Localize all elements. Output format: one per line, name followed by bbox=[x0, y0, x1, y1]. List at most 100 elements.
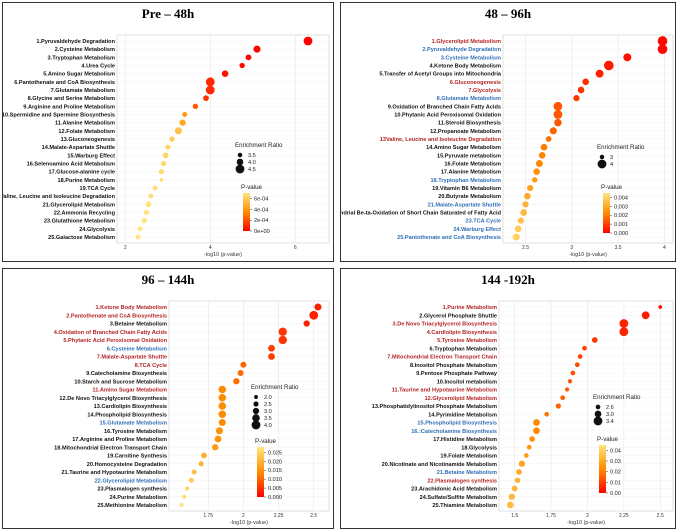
pathway-label: 10.Starch and Sucrose Metabolism bbox=[74, 379, 167, 385]
pathway-label: 20.Butyrate Metabolism bbox=[438, 194, 501, 200]
color-legend-bar bbox=[257, 447, 264, 497]
data-point bbox=[533, 168, 540, 175]
x-tick-label: 2 bbox=[124, 245, 127, 251]
color-legend-title: P-value bbox=[601, 184, 623, 191]
size-legend-dot bbox=[235, 164, 245, 174]
pathway-label: 20.Valine, Leucine and Isoleucine Degrad… bbox=[3, 194, 116, 200]
color-legend-label: 0.015 bbox=[268, 468, 282, 474]
x-tick-label: 2.5 bbox=[522, 245, 529, 251]
data-point bbox=[174, 127, 182, 135]
chart-title: 96 – 144h bbox=[141, 272, 195, 287]
color-legend-label: 0.020 bbox=[268, 459, 282, 465]
data-point bbox=[203, 95, 209, 102]
size-legend-dot bbox=[597, 159, 607, 169]
data-point bbox=[218, 385, 227, 394]
pathway-label: 11.Amino Sugar Metabolism bbox=[92, 388, 167, 394]
pathway-label: 15.Warburg Effect bbox=[67, 153, 115, 159]
pathway-label: 19.Carnitine Synthesis bbox=[107, 454, 167, 460]
pathway-label: 1.Pyruvaldehyde Degradation bbox=[36, 39, 115, 45]
data-point bbox=[253, 45, 261, 53]
pathway-label: 12.Glycerolipid Metabolism bbox=[425, 396, 497, 402]
data-point bbox=[582, 345, 587, 351]
x-tick-label: 2 bbox=[242, 513, 245, 519]
data-point bbox=[179, 119, 186, 126]
x-tick-label: 2.5 bbox=[310, 513, 317, 519]
color-legend-label: 0.003 bbox=[614, 204, 628, 210]
data-point bbox=[145, 201, 152, 208]
data-point bbox=[544, 411, 550, 417]
data-point bbox=[641, 311, 650, 320]
color-legend-label: 0.004 bbox=[614, 195, 628, 201]
color-legend-label: 0.000 bbox=[614, 231, 628, 237]
pathway-label: 24.Glycolysis bbox=[79, 227, 115, 233]
color-legend-label: 0.010 bbox=[268, 477, 282, 483]
data-point bbox=[567, 379, 573, 384]
x-tick-label: 1.75 bbox=[546, 513, 556, 519]
pathway-label: 5.Transfer of Acetyl Groups into Mitocho… bbox=[379, 72, 502, 78]
size-legend-label: 3.0 bbox=[606, 412, 614, 418]
chart-title: 144 -192h bbox=[481, 272, 535, 287]
pathway-label: 20.Nicotinate and Nicotinamide Metabolis… bbox=[382, 462, 497, 468]
data-point bbox=[514, 225, 522, 233]
chart-panel-48-96h: 48 – 96h 2.5 3 3.5 4 -log10 (p-value) 1.Glyce… bbox=[340, 2, 676, 262]
data-point bbox=[570, 370, 576, 376]
data-point bbox=[591, 337, 598, 343]
pathway-label: 22.Plasmalogen synthesis bbox=[427, 478, 497, 484]
data-point bbox=[657, 44, 668, 54]
color-legend-label: 0.01 bbox=[610, 480, 621, 486]
pathway-label: 12.Propanoate Metabolism bbox=[430, 129, 501, 135]
data-point bbox=[141, 217, 148, 224]
data-point bbox=[218, 410, 227, 419]
pathway-label: 6.Tryptophan Metabolism bbox=[430, 346, 497, 352]
pathway-label: 8.Glutamate Metabolism bbox=[437, 96, 501, 102]
x-tick-label: 2 bbox=[586, 513, 589, 519]
size-legend-title: Enrichment Ratio bbox=[251, 384, 299, 391]
size-legend-label: 2.6 bbox=[606, 405, 614, 411]
color-legend-bar bbox=[603, 193, 610, 233]
pathway-label: 3.Tryptophan Metabolism bbox=[48, 55, 115, 61]
data-point bbox=[524, 192, 531, 200]
color-legend-label: 0.001 bbox=[614, 222, 628, 228]
pathway-label: 24.Sulfate/Sulfite Metabolism bbox=[420, 495, 497, 501]
size-legend-dot bbox=[254, 395, 258, 399]
data-point bbox=[549, 127, 557, 135]
size-legend-label: 4.0 bbox=[264, 423, 272, 429]
pathway-label: 17.Arginine and Proline Metabolism bbox=[72, 437, 167, 443]
data-point bbox=[152, 185, 158, 191]
chart-title: 48 – 96h bbox=[484, 6, 532, 21]
data-point bbox=[553, 110, 563, 119]
chart-svg: 1.75 2 2.25 2.5 -log10 (p-value) 1.Ketone Bod… bbox=[54, 300, 330, 526]
pathway-label: 13Valine, Leucine and Isoleucine Degrada… bbox=[380, 137, 502, 143]
x-tick-label: 2.5 bbox=[657, 513, 664, 519]
pathway-label: 17.Histidine Metabolism bbox=[433, 437, 497, 443]
data-point bbox=[619, 319, 629, 328]
data-point bbox=[512, 233, 520, 241]
data-point bbox=[192, 103, 199, 110]
size-legend-dot bbox=[252, 414, 260, 422]
data-point bbox=[158, 168, 165, 175]
size-legend-label: 4.0 bbox=[248, 160, 256, 166]
data-point bbox=[239, 62, 245, 69]
chart-svg: 1.5 1.75 2 2.25 2.5 -log10 (p-value) 1.Purine … bbox=[372, 300, 674, 526]
data-point bbox=[535, 159, 543, 168]
x-axis-label: -log10 (p-value) bbox=[230, 520, 268, 526]
data-point bbox=[169, 136, 175, 142]
data-point bbox=[658, 305, 663, 309]
pathway-label: 14.Pyrimidine Metabolism bbox=[428, 412, 497, 418]
pathway-label: 8.Glycine and Serine Metabolism bbox=[28, 96, 115, 102]
data-point bbox=[218, 393, 227, 402]
pathway-label: 7.Malate-Aspartate Shuttle bbox=[97, 355, 167, 361]
pathway-label: 19.Folate Metabolism bbox=[440, 454, 497, 460]
pathway-label: 4.Ketone Body Metabolism bbox=[430, 64, 502, 70]
data-point bbox=[215, 427, 223, 435]
pathway-label: 3.Betaine Metabolism bbox=[110, 322, 167, 328]
data-point bbox=[553, 101, 563, 111]
pathway-label: 25.Methionine Metabolism bbox=[97, 503, 167, 509]
size-legend-label: 3 bbox=[610, 155, 613, 161]
data-point bbox=[508, 493, 515, 500]
x-axis-label: -log10 (p-value) bbox=[569, 252, 607, 258]
pathway-label: 22.Ammonia Recycling bbox=[54, 211, 116, 217]
chart-panel-96-144h: 96 – 144h 1.75 2 2.25 2.5 -log10 (p-value) 1.… bbox=[2, 268, 334, 529]
pathway-label: 8.TCA Cycle bbox=[135, 363, 167, 369]
data-point bbox=[657, 36, 668, 46]
